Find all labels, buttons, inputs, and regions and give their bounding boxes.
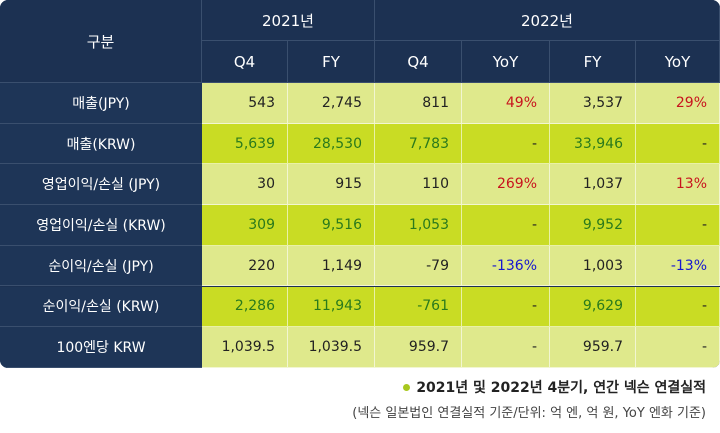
cell: -13% — [636, 245, 720, 287]
column-header: YoY — [462, 41, 550, 83]
cell: 959.7 — [550, 327, 636, 368]
cell: 1,053 — [375, 205, 462, 246]
cell: - — [636, 205, 720, 246]
cell: 7,783 — [375, 123, 462, 165]
row-label: 순이익/손실 (KRW) — [0, 286, 202, 328]
cell: 49% — [462, 83, 550, 124]
cell: 309 — [202, 205, 288, 246]
row-label: 100엔당 KRW — [0, 327, 202, 368]
column-header: FY — [550, 41, 636, 83]
cell: 30 — [202, 164, 288, 206]
cell: 13% — [636, 164, 720, 206]
column-header: FY — [288, 41, 375, 83]
year-header: 2021년 — [202, 0, 375, 41]
cell: -761 — [375, 286, 462, 328]
row-label: 매출(KRW) — [0, 123, 202, 165]
row-label: 영업이익/손실 (KRW) — [0, 205, 202, 246]
cell: 9,629 — [550, 286, 636, 328]
cell: 1,149 — [288, 245, 375, 287]
cell: - — [636, 327, 720, 368]
cell: 11,943 — [288, 286, 375, 328]
cell: 28,530 — [288, 123, 375, 165]
cell: 33,946 — [550, 123, 636, 165]
cell: -136% — [462, 245, 550, 287]
footer-title-text: 2021년 및 2022년 4분기, 연간 넥슨 연결실적 — [416, 380, 706, 396]
cell: - — [462, 286, 550, 328]
cell: 915 — [288, 164, 375, 206]
row-label: 순이익/손실 (JPY) — [0, 245, 202, 287]
cell: 9,516 — [288, 205, 375, 246]
cell: - — [462, 327, 550, 368]
column-header: Q4 — [375, 41, 462, 83]
cell: 1,039.5 — [288, 327, 375, 368]
bullet — [403, 383, 411, 391]
cell: 2,745 — [288, 83, 375, 124]
row-label: 매출(JPY) — [0, 83, 202, 124]
cell: - — [462, 205, 550, 246]
cell: 110 — [375, 164, 462, 206]
column-header: YoY — [636, 41, 720, 83]
cell: 269% — [462, 164, 550, 206]
cell: 29% — [636, 83, 720, 124]
cell: 1,037 — [550, 164, 636, 206]
cell: 543 — [202, 83, 288, 124]
cell: 9,952 — [550, 205, 636, 246]
cell: 1,039.5 — [202, 327, 288, 368]
cell: - — [636, 123, 720, 165]
cell: 220 — [202, 245, 288, 287]
table: 구분 2021년 2022년 Q4 FY Q4 YoY FY YoY 매출(JPY) 543 2,74… — [0, 0, 720, 368]
cell: 959.7 — [375, 327, 462, 368]
cell: 3,537 — [550, 83, 636, 124]
cell: 1,003 — [550, 245, 636, 287]
cell: 811 — [375, 83, 462, 124]
column-header: Q4 — [202, 41, 288, 83]
cell: - — [462, 123, 550, 165]
cell: 5,639 — [202, 123, 288, 165]
footer-note: (넥슨 일본법인 연결실적 기준/단위: 억 엔, 억 원, YoY 엔화 기준… — [352, 406, 706, 421]
year-header: 2022년 — [375, 0, 720, 41]
cell: - — [636, 286, 720, 328]
row-label: 영업이익/손실 (JPY) — [0, 164, 202, 206]
cell: -79 — [375, 245, 462, 287]
header-label: 구분 — [0, 0, 202, 83]
cell: 2,286 — [202, 286, 288, 328]
footer-title: 2021년 및 2022년 4분기, 연간 넥슨 연결실적 — [403, 377, 706, 397]
